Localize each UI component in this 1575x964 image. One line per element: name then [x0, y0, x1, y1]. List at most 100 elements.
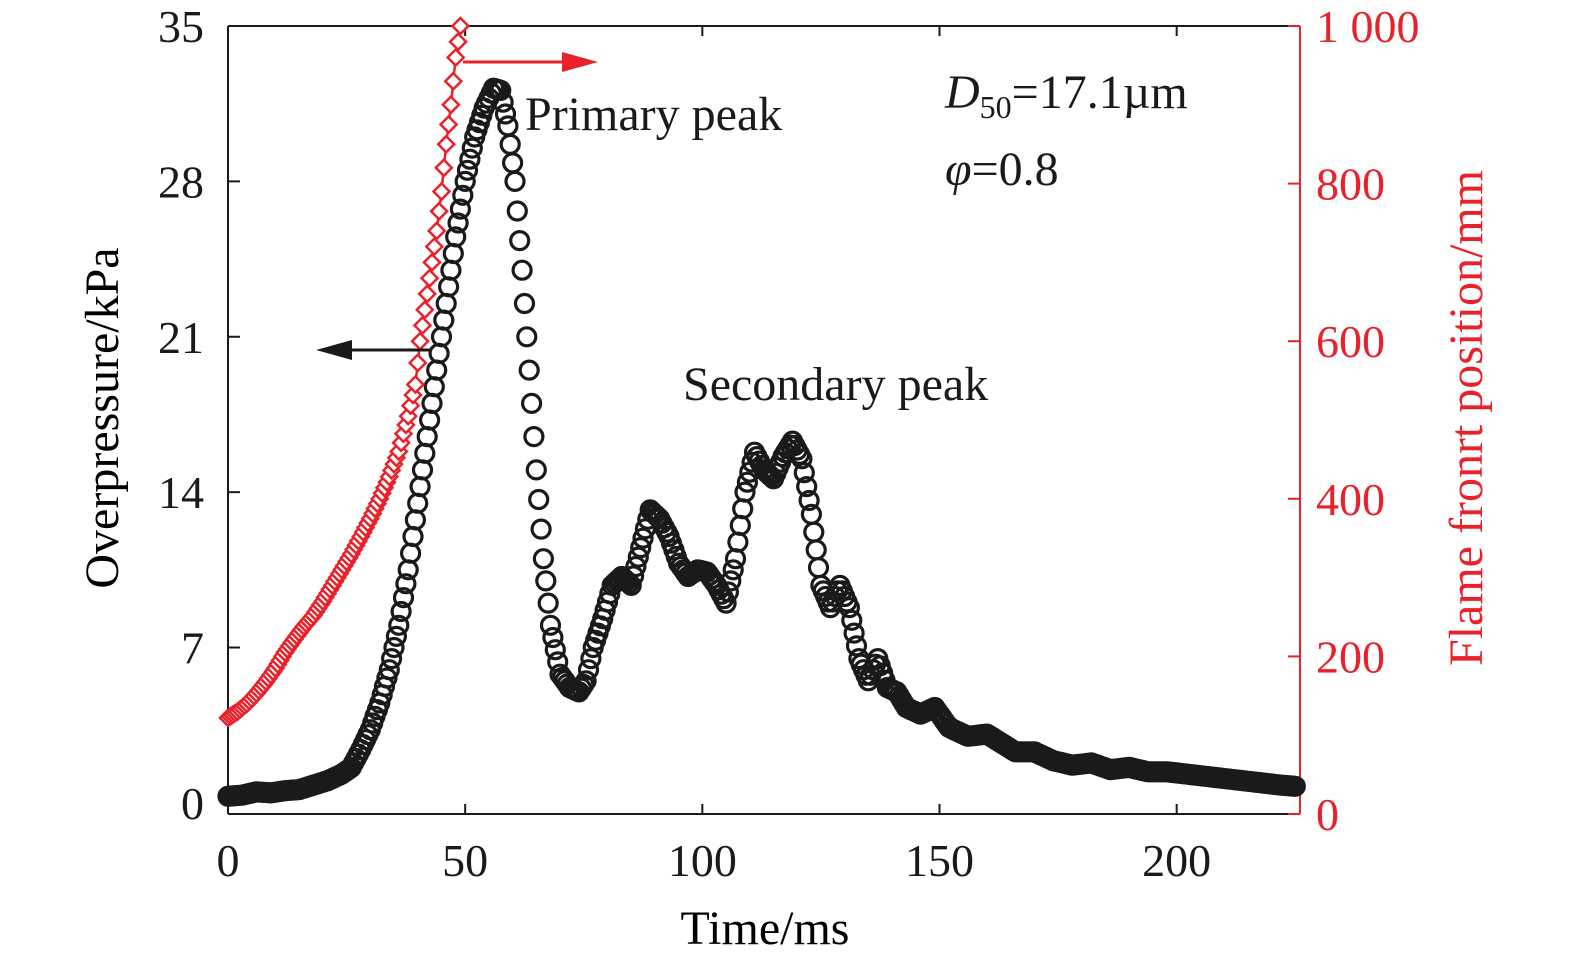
overpressure-point: [1284, 775, 1306, 797]
flame-front-point: [405, 374, 426, 395]
flame-front-point: [412, 315, 433, 336]
data-marks: [217, 16, 1306, 807]
overpressure-point: [497, 115, 519, 137]
overpressure-point: [577, 659, 600, 681]
overpressure-point: [625, 555, 647, 578]
overpressure-point: [537, 592, 559, 614]
overpressure-point: [447, 212, 469, 234]
flame-front-point: [407, 353, 428, 373]
overpressure-point: [449, 198, 471, 220]
right-arrow-head: [562, 52, 598, 72]
overpressure-point: [807, 556, 830, 579]
overpressure-point: [516, 326, 538, 348]
d50-value: =17.1µm: [1012, 66, 1188, 119]
overpressure-point: [715, 592, 737, 614]
y-axis-title: Overpressure/kPa: [76, 247, 129, 588]
flame-front-line: [227, 25, 462, 719]
overpressure-point: [796, 476, 818, 498]
overpressure-point: [376, 667, 398, 689]
y-tick-label: 21: [158, 312, 204, 363]
overpressure-point: [843, 622, 865, 644]
overpressure-point: [793, 462, 815, 484]
x-tick-label: 200: [1142, 835, 1211, 886]
axes: 0 50 100 150 200 0 7 14 21 28 35 0 200 400 600 800 1 000: [158, 1, 1420, 886]
overpressure-point: [535, 570, 557, 592]
flame-front-point: [419, 268, 440, 288]
flame-front-point: [431, 181, 452, 202]
overpressure-point: [504, 170, 526, 192]
x-tick-label: 100: [668, 835, 737, 886]
flame-front-series: [218, 16, 471, 728]
overpressure-point: [838, 596, 861, 619]
overpressure-point: [392, 586, 415, 609]
overpressure-point: [791, 448, 813, 470]
overpressure-point: [454, 170, 476, 192]
overpressure-point: [501, 152, 524, 174]
overpressure-point: [528, 488, 550, 511]
x-tick-label: 0: [217, 835, 240, 886]
flame-front-point: [445, 47, 466, 68]
overpressure-point: [499, 133, 521, 155]
overpressure-point: [720, 570, 742, 592]
overpressure-point: [841, 609, 863, 631]
overpressure-point: [445, 226, 467, 248]
y2-tick-label: 0: [1316, 789, 1339, 840]
overpressure-point: [525, 459, 547, 481]
overpressure-point: [511, 259, 533, 281]
overpressure-point: [630, 536, 652, 559]
flame-front-point: [424, 236, 445, 257]
overpressure-point: [494, 103, 517, 125]
overpressure-point: [532, 548, 555, 570]
overpressure-point: [518, 359, 540, 381]
x-axis-title: Time/ms: [681, 902, 850, 955]
overpressure-point: [530, 518, 552, 540]
right-arrow-indicator: [463, 52, 598, 72]
x-tick-label: 150: [905, 835, 974, 886]
overpressure-point: [632, 527, 654, 549]
flame-front-point: [443, 71, 464, 91]
flame-front-point: [429, 201, 449, 221]
flame-front-point: [434, 158, 454, 178]
y-tick-label: 14: [158, 467, 204, 518]
y-tick-label: 0: [181, 778, 204, 829]
overpressure-point: [456, 159, 479, 181]
overpressure-point: [736, 471, 759, 493]
overpressure-point: [490, 79, 512, 102]
d50-symbol: D: [944, 66, 980, 119]
y2-tick-label: 600: [1316, 316, 1385, 367]
overpressure-point: [523, 426, 545, 448]
overpressure-point: [717, 581, 740, 603]
overpressure-point: [798, 489, 820, 512]
y2-tick-label: 800: [1316, 159, 1385, 210]
overpressure-point: [539, 614, 562, 636]
flame-front-point: [438, 114, 459, 135]
overpressure-point: [378, 659, 400, 681]
overpressure-point: [459, 148, 481, 170]
d50-subscript: 50: [980, 89, 1012, 125]
overpressure-point: [388, 614, 410, 636]
primary-peak-label: Primary peak: [525, 88, 782, 141]
overpressure-point: [383, 636, 405, 659]
overpressure-point: [492, 91, 514, 113]
phi-label: φ=0.8: [945, 143, 1059, 196]
overpressure-series: [217, 77, 1306, 807]
phi-value: =0.8: [972, 143, 1059, 196]
overpressure-point: [395, 573, 417, 595]
overpressure-point: [509, 230, 531, 252]
overpressure-point: [803, 521, 825, 543]
flame-front-point: [426, 221, 447, 241]
overpressure-point: [542, 626, 564, 649]
d50-label: D50=17.1µm: [944, 66, 1188, 125]
overpressure-point: [506, 200, 528, 222]
flame-front-point: [448, 32, 468, 52]
flame-front-point: [441, 95, 461, 115]
overpressure-point: [620, 574, 642, 597]
left-arrow-head: [316, 340, 352, 360]
y-tick-label: 28: [158, 156, 204, 207]
flame-front-point: [410, 331, 430, 351]
phi-symbol: φ: [945, 143, 972, 196]
overpressure-point: [622, 565, 645, 587]
overpressure-point: [513, 292, 536, 315]
overpressure-point: [390, 600, 412, 623]
